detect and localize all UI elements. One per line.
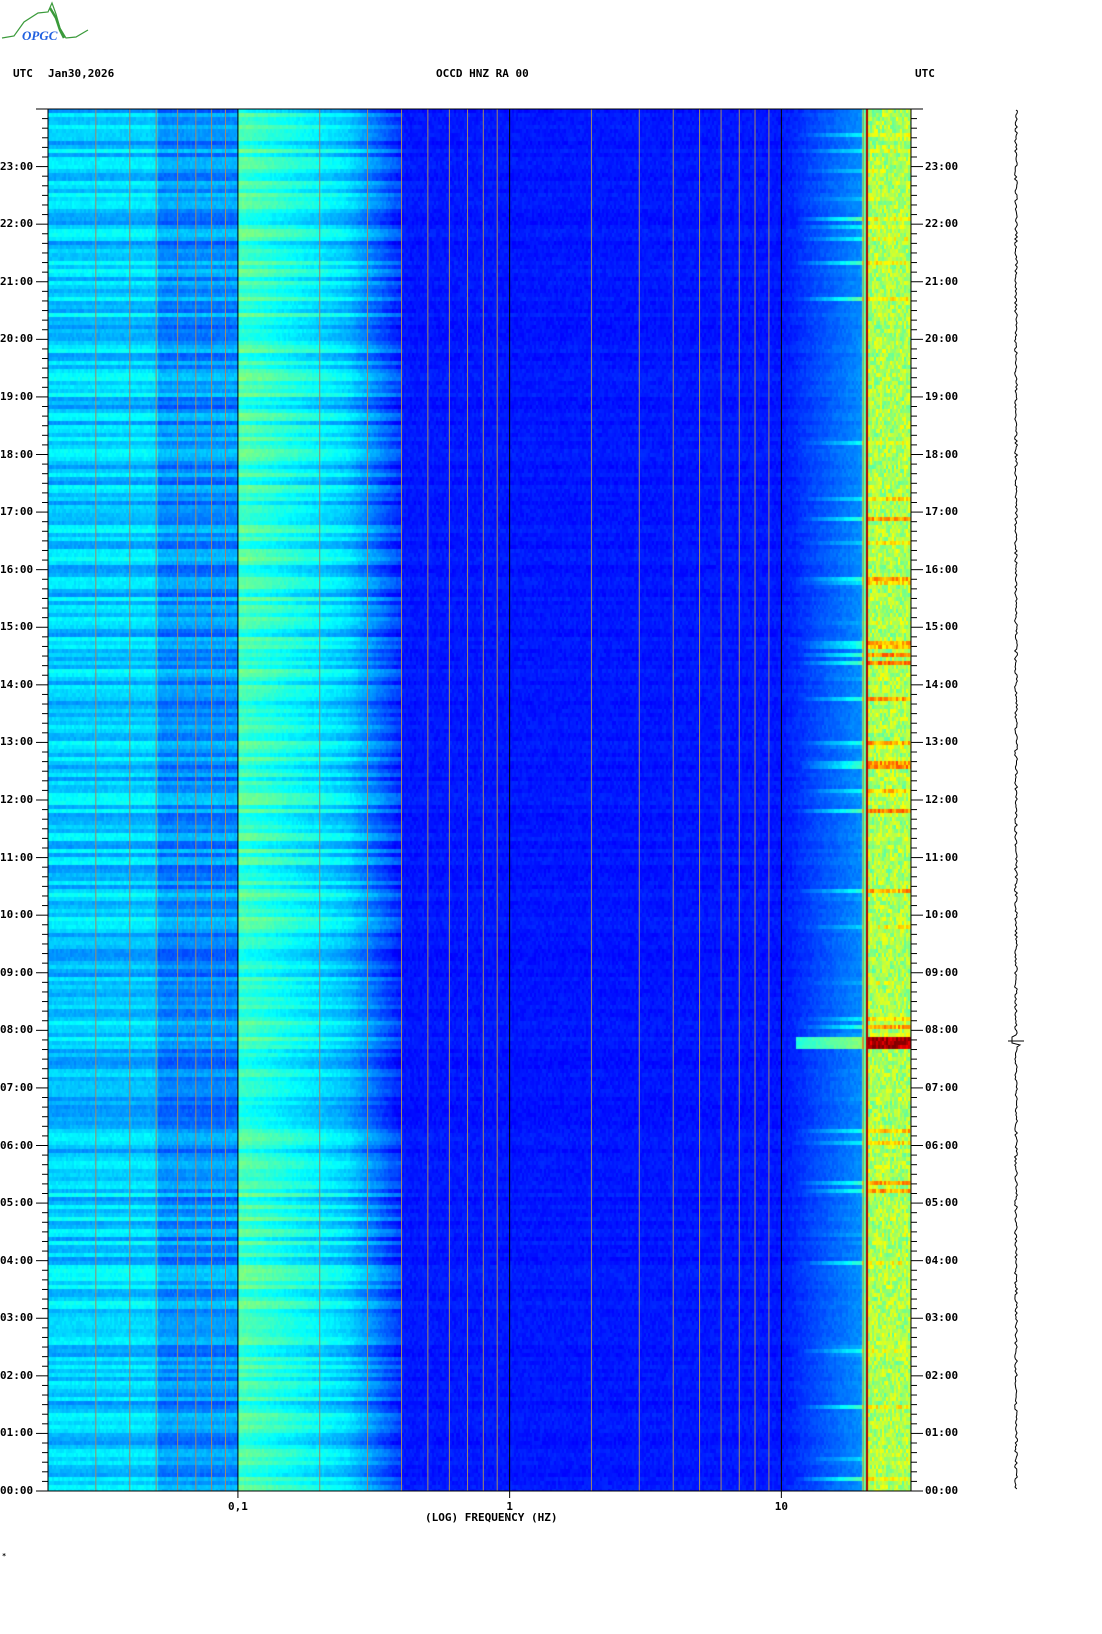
y-tick-label-left: 05:00 <box>0 1196 34 1210</box>
y-tick-label-left: 17:00 <box>0 505 34 519</box>
y-tick-label-left: 07:00 <box>0 1080 34 1094</box>
x-axis-label: (LOG) FREQUENCY (HZ) <box>425 1511 558 1524</box>
y-tick-label-right: 12:00 <box>925 793 959 806</box>
y-tick-label-left: 06:00 <box>0 1138 34 1152</box>
station-title: OCCD HNZ RA 00 <box>436 67 529 80</box>
y-tick-label-left: 14:00 <box>0 677 34 691</box>
y-tick-label-left: 23:00 <box>0 159 34 173</box>
y-tick-label-left: 16:00 <box>0 562 34 576</box>
y-tick-label-right: 10:00 <box>925 908 959 922</box>
y-tick-label-right: 07:00 <box>925 1080 959 1094</box>
y-tick-label-right: 08:00 <box>925 1023 959 1037</box>
utc-label-right: UTC <box>915 67 935 80</box>
y-tick-label-right: 16:00 <box>925 562 959 576</box>
y-tick-label-right: 06:00 <box>925 1138 959 1152</box>
y-tick-label-right: 00:00 <box>925 1484 959 1497</box>
y-tick-label-left: 02:00 <box>0 1368 34 1382</box>
y-tick-label-right: 15:00 <box>925 620 959 634</box>
svg-text:OPGC: OPGC <box>22 28 58 43</box>
y-tick-label-right: 17:00 <box>925 505 959 519</box>
y-tick-label-left: 20:00 <box>0 332 34 346</box>
y-tick-label-right: 02:00 <box>925 1368 959 1382</box>
y-tick-label-left: 13:00 <box>0 735 34 749</box>
x-tick-label: 0,1 <box>228 1500 248 1513</box>
y-tick-label-right: 19:00 <box>925 389 959 403</box>
opgc-logo: OPGC <box>1 1 89 43</box>
y-tick-label-right: 22:00 <box>925 217 959 231</box>
y-tick-label-right: 21:00 <box>925 274 959 288</box>
y-tick-label-left: 22:00 <box>0 217 34 231</box>
date-label: Jan30,2026 <box>48 67 115 80</box>
y-tick-label-right: 05:00 <box>925 1196 959 1210</box>
y-tick-label-left: 04:00 <box>0 1253 34 1267</box>
y-tick-label-right: 11:00 <box>925 850 959 864</box>
y-tick-label-right: 04:00 <box>925 1253 959 1267</box>
y-tick-label-left: 19:00 <box>0 389 34 403</box>
y-tick-label-left: 12:00 <box>0 793 34 806</box>
y-tick-label-right: 03:00 <box>925 1311 959 1325</box>
y-tick-label-left: 10:00 <box>0 908 34 922</box>
y-tick-label-right: 14:00 <box>925 677 959 691</box>
y-tick-label-right: 23:00 <box>925 159 959 173</box>
y-tick-label-left: 09:00 <box>0 965 34 979</box>
y-tick-label-right: 01:00 <box>925 1426 959 1440</box>
y-tick-label-right: 18:00 <box>925 447 959 461</box>
y-tick-label-left: 18:00 <box>0 447 34 461</box>
spectrogram-heatmap <box>48 109 911 1491</box>
y-tick-label-left: 08:00 <box>0 1023 34 1037</box>
y-tick-label-left: 00:00 <box>0 1484 34 1497</box>
utc-label-left: UTC <box>13 67 33 80</box>
y-tick-label-left: 15:00 <box>0 620 34 634</box>
y-tick-label-right: 20:00 <box>925 332 959 346</box>
y-tick-label-right: 13:00 <box>925 735 959 749</box>
seismic-trace <box>1011 109 1022 1490</box>
y-tick-label-left: 01:00 <box>0 1426 34 1440</box>
y-tick-label-right: 09:00 <box>925 965 959 979</box>
y-tick-label-left: 03:00 <box>0 1311 34 1325</box>
y-tick-label-left: 11:00 <box>0 850 34 864</box>
y-tick-label-left: 21:00 <box>0 274 34 288</box>
x-tick-label: 10 <box>774 1500 788 1513</box>
x-tick-label: 1 <box>506 1500 513 1513</box>
corner-mark: * <box>2 1552 7 1560</box>
